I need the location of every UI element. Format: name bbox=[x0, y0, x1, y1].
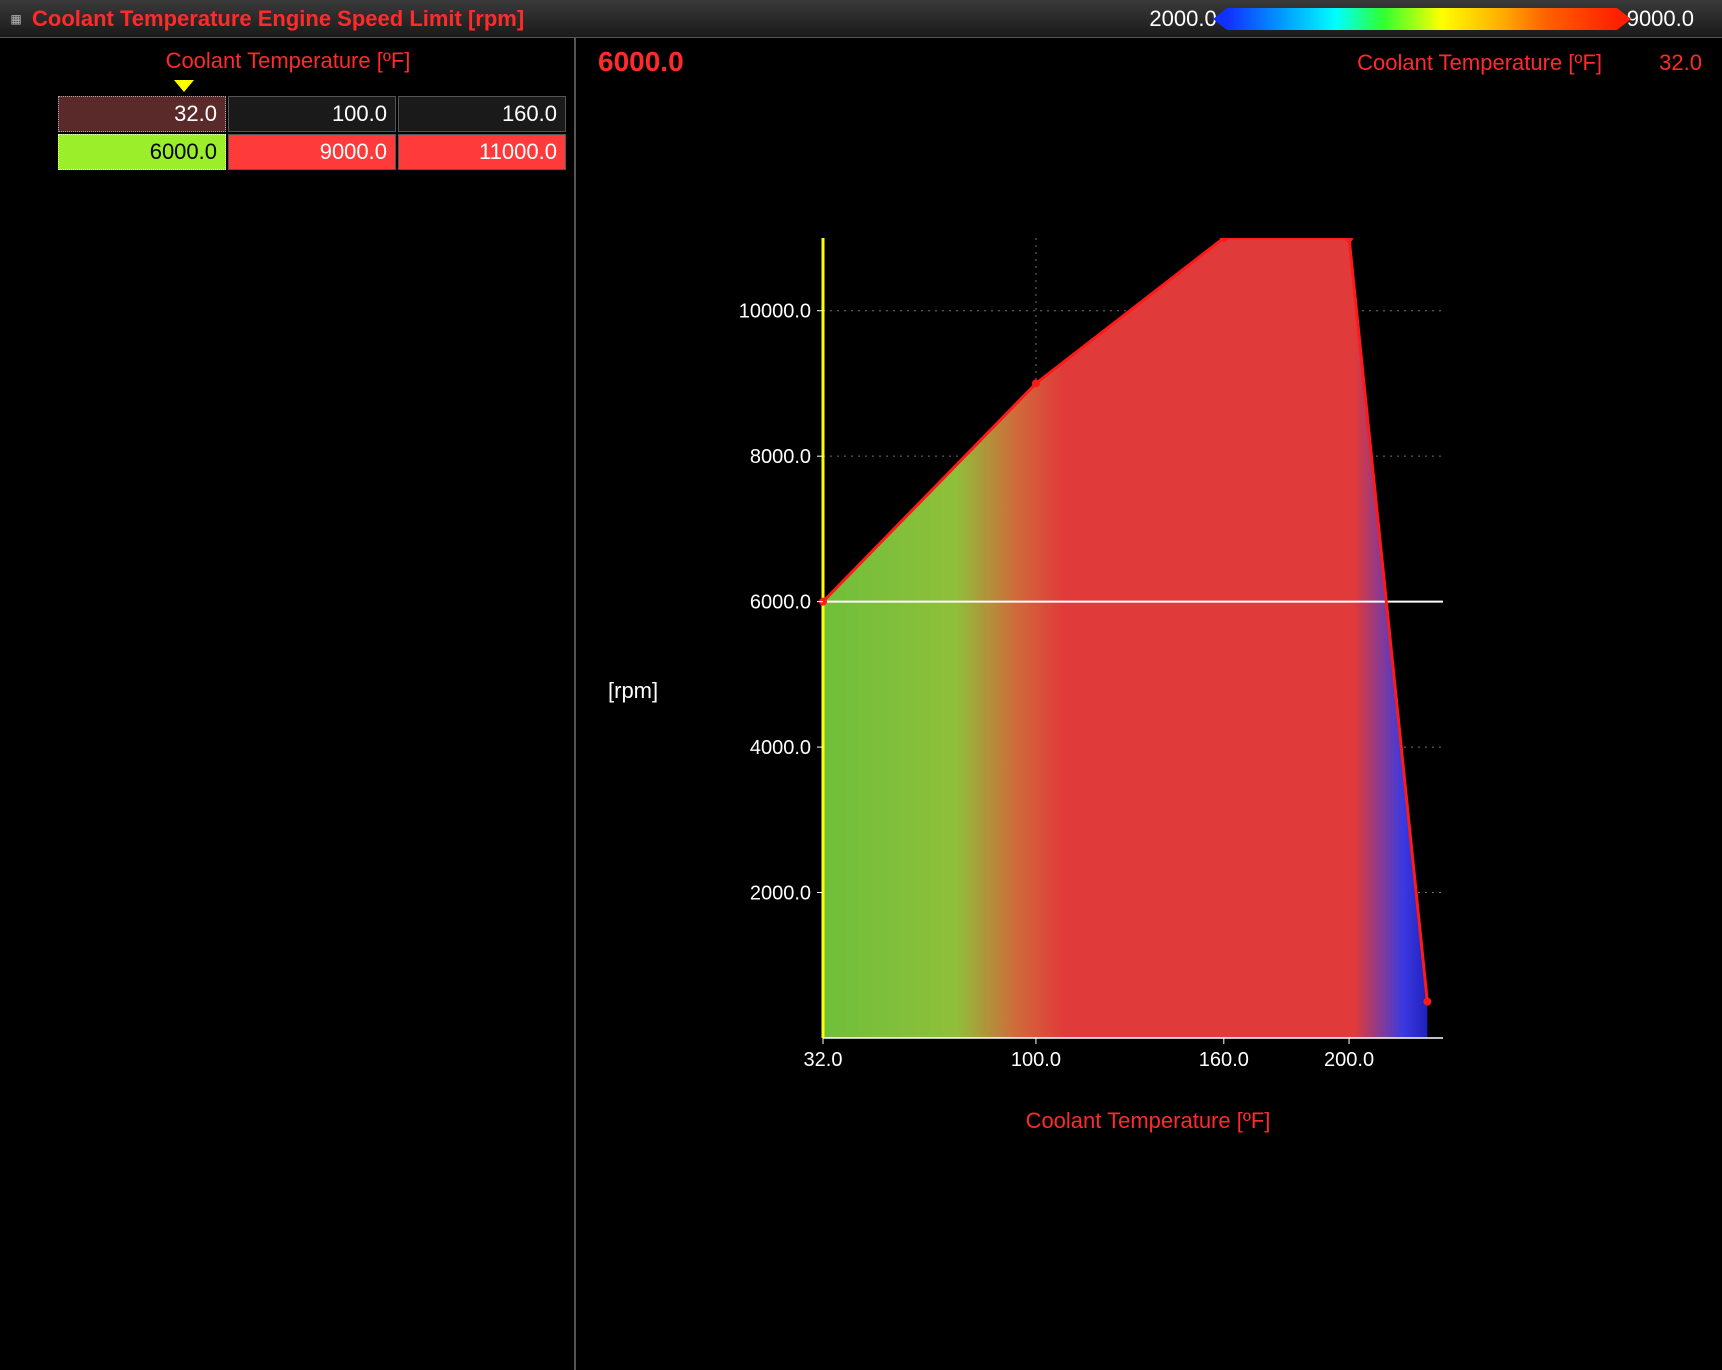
chart-y-label: [rpm] bbox=[608, 678, 658, 704]
root: ▦ Coolant Temperature Engine Speed Limit… bbox=[0, 0, 1722, 1370]
chart-x-label: Coolant Temperature [ºF] bbox=[723, 1108, 1573, 1134]
titlebar: ▦ Coolant Temperature Engine Speed Limit… bbox=[0, 0, 1722, 38]
table-axis-label: Coolant Temperature [ºF] bbox=[0, 48, 576, 74]
color-scale-bar bbox=[1227, 8, 1617, 30]
y-tick-label: 8000.0 bbox=[750, 446, 811, 468]
selection-marker-icon bbox=[174, 80, 194, 92]
current-x-value: 32.0 bbox=[1659, 50, 1702, 76]
chart-header: 6000.0 Coolant Temperature [ºF] 32.0 bbox=[578, 46, 1722, 86]
table-value-cell[interactable]: 9000.0 bbox=[228, 134, 396, 170]
x-tick-label: 160.0 bbox=[1199, 1049, 1249, 1071]
table-header-cell[interactable]: 100.0 bbox=[228, 96, 396, 132]
table-icon: ▦ bbox=[6, 9, 26, 29]
y-tick-label: 10000.0 bbox=[739, 301, 811, 323]
table-pane: Coolant Temperature [ºF] 32.0 100.0 160.… bbox=[0, 38, 576, 1370]
table-header-cell[interactable]: 32.0 bbox=[58, 96, 226, 132]
chart[interactable]: [rpm] 2000.04000.06000.08000.010000.032.… bbox=[723, 238, 1573, 1138]
window-title: Coolant Temperature Engine Speed Limit [… bbox=[32, 6, 524, 32]
table-row-values: 6000.0 9000.0 11000.0 bbox=[58, 134, 566, 170]
chart-canvas[interactable]: 2000.0 4000.0 6000.0 8000.0 10000.0 32.0 100.0… bbox=[723, 238, 1573, 1138]
y-tick-label: 2000.0 bbox=[750, 883, 811, 905]
x-tick-label: 32.0 bbox=[804, 1049, 843, 1071]
x-tick-label: 100.0 bbox=[1011, 1049, 1061, 1071]
current-x-axis-label: Coolant Temperature [ºF] bbox=[1357, 50, 1602, 76]
table-header-cell[interactable]: 160.0 bbox=[398, 96, 566, 132]
table-row-headers: 32.0 100.0 160.0 bbox=[58, 96, 566, 132]
y-tick-label: 4000.0 bbox=[750, 737, 811, 759]
body: Coolant Temperature [ºF] 32.0 100.0 160.… bbox=[0, 38, 1722, 1370]
table-value-cell[interactable]: 11000.0 bbox=[398, 134, 566, 170]
chart-pane: 6000.0 Coolant Temperature [ºF] 32.0 [rp… bbox=[578, 38, 1722, 1370]
current-y-value: 6000.0 bbox=[598, 46, 684, 78]
y-tick-label: 6000.0 bbox=[750, 592, 811, 614]
x-tick-label: 200.0 bbox=[1324, 1049, 1374, 1071]
data-table[interactable]: 32.0 100.0 160.0 6000.0 9000.0 11000.0 bbox=[56, 94, 568, 172]
table-value-cell[interactable]: 6000.0 bbox=[58, 134, 226, 170]
